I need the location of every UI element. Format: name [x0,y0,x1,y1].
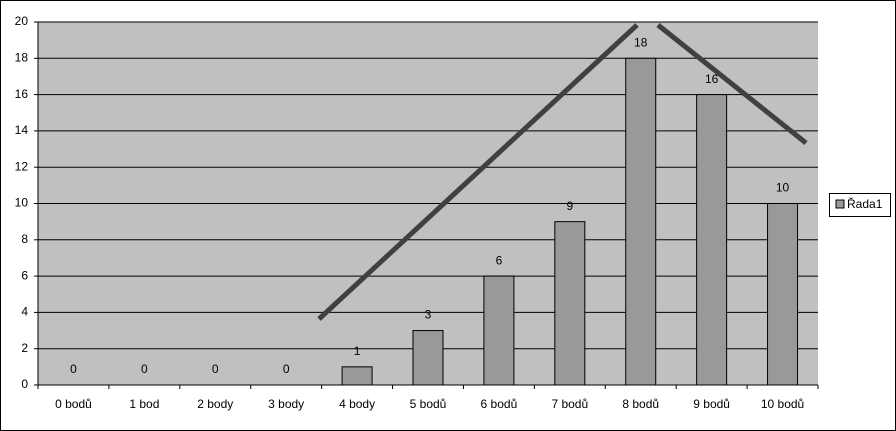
data-label: 3 [425,308,432,322]
y-tick-label: 6 [21,268,28,282]
x-tick-label: 2 body [197,397,233,411]
y-tick-label: 16 [15,87,29,101]
x-tick-label: 8 bodů [622,397,659,411]
x-tick-label: 6 bodů [481,397,518,411]
bar [554,221,586,386]
legend-swatch [835,199,845,209]
y-tick-label: 4 [21,305,28,319]
data-label: 18 [634,35,648,49]
data-label: 9 [566,199,573,213]
y-tick-label: 12 [15,159,29,173]
trend-line [317,23,639,321]
legend-label: Řada1 [847,196,883,211]
data-label: 16 [705,72,719,86]
data-label: 0 [283,362,290,376]
bar [483,275,515,386]
x-tick-label: 7 bodů [551,397,588,411]
y-tick-label: 8 [21,232,28,246]
x-tick-label: 4 body [339,397,375,411]
x-tick-label: 0 bodů [55,397,92,411]
data-label: 0 [141,362,148,376]
y-tick-label: 2 [21,341,28,355]
trend-line [656,23,808,145]
legend [829,193,891,217]
x-tick-label: 1 bod [129,397,159,411]
y-tick-label: 10 [15,196,29,210]
y-tick-label: 0 [21,377,28,391]
data-label: 6 [496,253,503,267]
data-label: 0 [212,362,219,376]
bar [767,203,799,386]
x-tick-label: 9 bodů [693,397,730,411]
bar [412,330,444,386]
y-tick-label: 18 [15,50,29,64]
x-tick-label: 5 bodů [410,397,447,411]
data-label: 1 [354,344,361,358]
y-tick-label: 14 [15,123,29,137]
y-tick-label: 20 [15,14,29,28]
x-tick-label: 10 bodů [761,397,804,411]
x-tick-label: 3 body [268,397,304,411]
bar [696,94,728,386]
data-label: 10 [776,181,790,195]
bar [341,366,373,386]
bar [625,57,657,386]
data-label: 0 [70,362,77,376]
